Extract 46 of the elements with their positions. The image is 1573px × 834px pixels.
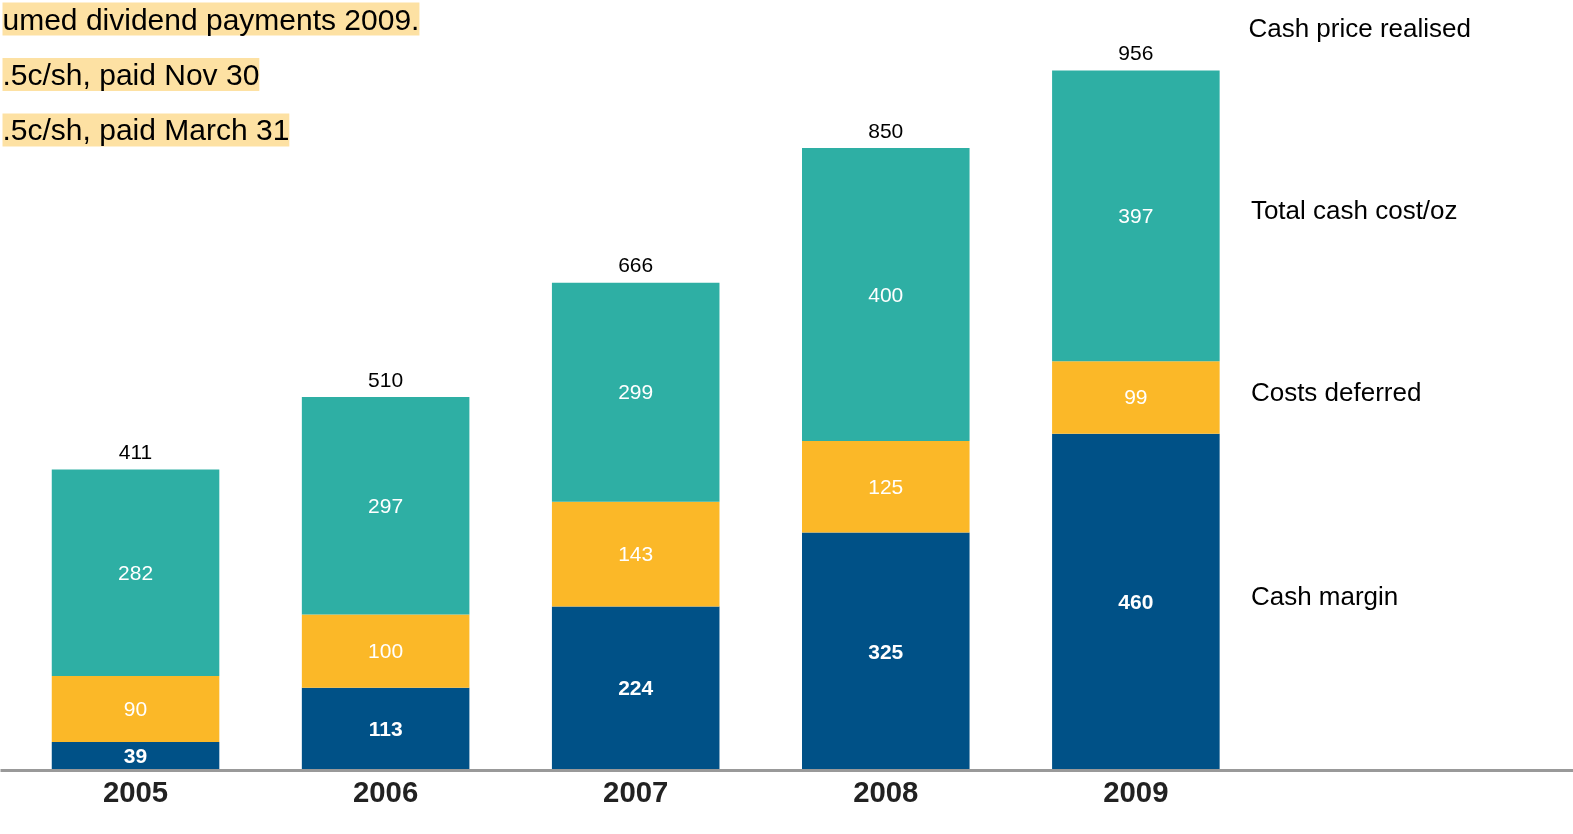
- series-label: Costs deferred: [1250, 376, 1422, 407]
- total-label: 956: [1118, 41, 1154, 64]
- x-tick-label: 2009: [1103, 774, 1169, 808]
- data-label: 224: [618, 676, 654, 700]
- data-label: 325: [868, 639, 904, 663]
- text: umed dividend payments 2009.: [2, 2, 420, 36]
- total-label: 510: [368, 367, 404, 391]
- text: Cash price realised: [1248, 12, 1471, 43]
- data-label: 39: [123, 744, 148, 768]
- bar: [551, 501, 720, 607]
- bar: [802, 441, 970, 533]
- annotation: .5c/sh, paid Nov 30: [2, 57, 260, 91]
- data-label: 397: [1118, 203, 1154, 227]
- annotation: .5c/sh, paid March 31: [2, 113, 290, 147]
- bar: [301, 687, 470, 771]
- series-label: Total cash cost/oz: [1250, 195, 1458, 226]
- bar: [551, 282, 720, 502]
- data-label: 143: [618, 542, 654, 566]
- data-label: 90: [123, 696, 148, 720]
- series-label: Cash margin: [1250, 581, 1399, 612]
- bar: [1052, 361, 1220, 434]
- bar: [1052, 433, 1220, 771]
- bar: [51, 676, 220, 742]
- bar: [51, 469, 220, 677]
- data-label: 297: [368, 493, 404, 517]
- bar: [802, 148, 970, 441]
- bar: [802, 532, 970, 771]
- total-label: 666: [618, 253, 654, 277]
- total-label: 850: [868, 118, 904, 142]
- total-label: 411: [118, 440, 153, 464]
- bar: [301, 614, 470, 688]
- data-label: 400: [868, 282, 904, 306]
- data-label: 100: [368, 639, 404, 663]
- data-label: 460: [1118, 590, 1154, 614]
- data-label: 282: [118, 560, 154, 584]
- bar: [551, 606, 720, 771]
- x-tick-label: 2006: [353, 774, 419, 808]
- data-label: 99: [1124, 385, 1148, 409]
- x-tick-label: 2005: [102, 774, 169, 808]
- data-label: 299: [618, 380, 654, 404]
- bar: [301, 397, 470, 615]
- data-label: 113: [368, 717, 403, 741]
- data-label: 125: [868, 474, 904, 498]
- x-tick-label: 2007: [603, 774, 669, 808]
- x-tick-label: 2008: [853, 774, 919, 808]
- bar: [1052, 70, 1220, 362]
